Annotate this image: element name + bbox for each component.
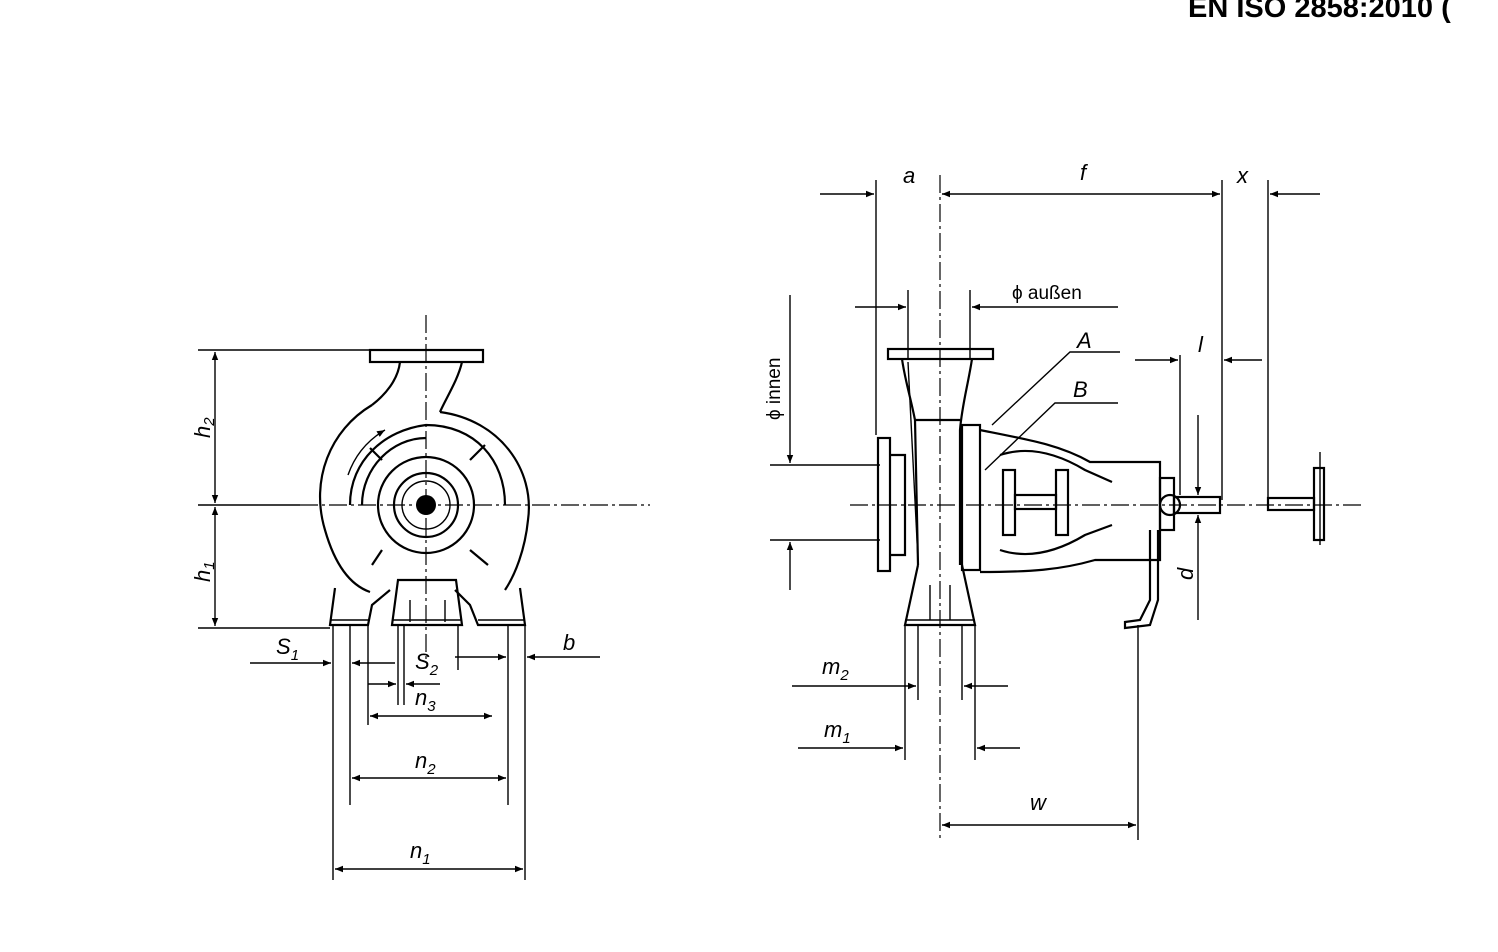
label-n2: n2: [415, 748, 436, 778]
label-phi-innen: ϕ innen: [764, 358, 785, 420]
label-B: B: [1073, 377, 1088, 402]
label-m2: m2: [822, 654, 849, 684]
standard-reference-header: EN ISO 2858:2010 (: [1188, 0, 1451, 24]
label-l: l: [1198, 332, 1204, 357]
label-d: d: [1173, 567, 1198, 580]
label-n1: n1: [410, 838, 431, 868]
label-f: f: [1080, 160, 1089, 185]
side-view: a f x ϕ außen ϕ innen A B l d m2 m1 w: [764, 160, 1365, 840]
label-h2: h2: [190, 417, 218, 438]
label-A: A: [1075, 328, 1092, 353]
label-s1: S1: [276, 634, 299, 664]
label-x: x: [1236, 163, 1249, 188]
label-phi-aussen: ϕ außen: [1012, 283, 1082, 304]
label-s2: S2: [415, 649, 439, 679]
label-w: w: [1030, 790, 1048, 815]
front-view: h2 h1 S1 S2 b n3 n2 n1: [190, 315, 650, 880]
label-a: a: [903, 163, 915, 188]
label-h1: h1: [190, 561, 218, 582]
label-m1: m1: [824, 717, 851, 747]
label-n3: n3: [415, 685, 436, 715]
label-b: b: [563, 630, 575, 655]
